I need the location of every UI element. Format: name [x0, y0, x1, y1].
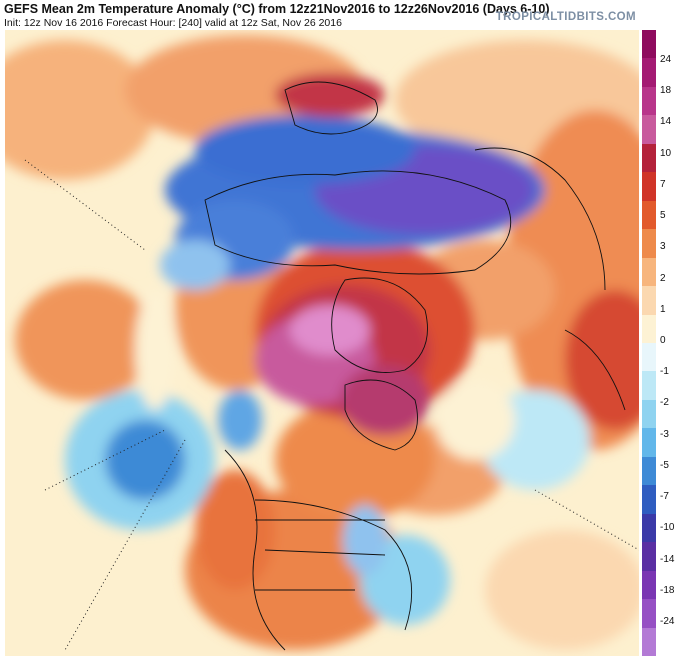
colorbar-segment	[642, 229, 656, 259]
colorbar-segment	[642, 343, 656, 372]
colorbar-segment	[642, 627, 656, 657]
chart-title: GEFS Mean 2m Temperature Anomaly (°C) fr…	[4, 2, 550, 16]
colorbar-segment	[642, 371, 656, 401]
graticule-lines	[24, 159, 639, 651]
colorbar-segment	[642, 58, 656, 88]
temperature-anomaly-map	[5, 30, 639, 656]
coastlines	[204, 81, 626, 651]
chart-subtitle: Init: 12z Nov 16 2016 Forecast Hour: [24…	[4, 17, 342, 29]
colorbar-label: 5	[660, 210, 666, 222]
colorbar-label: -2	[660, 397, 669, 409]
colorbar-segment	[642, 257, 656, 287]
colorbar-segment	[642, 286, 656, 316]
colorbar-label: -10	[660, 522, 675, 534]
colorbar-label: -3	[660, 428, 669, 440]
map-svg	[5, 30, 639, 656]
colorbar-segment	[642, 456, 656, 486]
colorbar-segment	[642, 513, 656, 543]
colorbar-label: 14	[660, 116, 672, 128]
colorbar-label: -24	[660, 616, 675, 627]
colorbar-label: 10	[660, 147, 672, 159]
colorbar-label: 7	[660, 178, 666, 190]
colorbar-label: -18	[660, 584, 675, 596]
colorbar-label: -7	[660, 491, 669, 503]
anomaly-fill	[5, 35, 639, 650]
colorbar-segment	[642, 143, 656, 173]
colorbar-segment	[642, 485, 656, 515]
brand-watermark: TROPICALTIDBITS.COM	[495, 11, 636, 23]
colorbar-label: 1	[660, 303, 666, 315]
colorbar-label: 2	[660, 272, 666, 284]
colorbar-label: -5	[660, 459, 669, 471]
colorbar-segment	[642, 542, 656, 572]
colorbar-label: -1	[660, 366, 669, 378]
colorbar-label: 0	[660, 335, 666, 346]
colorbar-segment	[642, 314, 656, 344]
colorbar-segment	[642, 30, 656, 59]
colorbar-segment	[642, 428, 656, 458]
colorbar-segment	[642, 599, 656, 629]
colorbar-segment	[642, 570, 656, 600]
colorbar-segment	[642, 399, 656, 429]
colorbar-label: 3	[660, 241, 666, 253]
header: GEFS Mean 2m Temperature Anomaly (°C) fr…	[0, 0, 680, 30]
colorbar-label: 18	[660, 85, 672, 97]
colorbar-segment	[642, 86, 656, 116]
colorbar	[642, 30, 656, 657]
colorbar-label: 24	[660, 54, 672, 65]
colorbar-segment	[642, 200, 656, 230]
colorbar-segment	[642, 172, 656, 202]
colorbar-label: -14	[660, 553, 675, 565]
colorbar-segment	[642, 115, 656, 145]
